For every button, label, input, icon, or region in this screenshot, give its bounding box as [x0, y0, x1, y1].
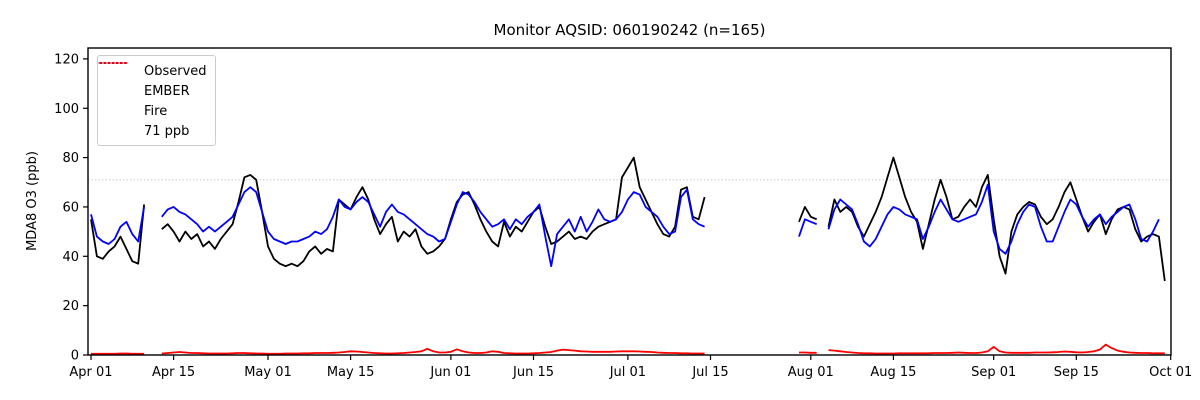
y-tick-label: 60	[62, 200, 79, 215]
x-tick-label: Jun 01	[429, 365, 471, 380]
y-tick-label: 120	[54, 52, 79, 67]
legend-line-sample	[98, 62, 135, 138]
x-tick-label: May 15	[327, 365, 375, 380]
x-tick-label: Apr 01	[69, 365, 112, 380]
series-observed-line	[90, 204, 145, 265]
legend-item-71-ppb: 71 ppb	[98, 62, 215, 141]
x-tick-label: Jul 01	[609, 365, 646, 380]
legend-line-sample	[98, 62, 135, 98]
x-tick-label: May 01	[244, 365, 292, 380]
legend-label: Observed	[144, 63, 207, 79]
x-tick-label: Jun 15	[512, 365, 554, 380]
y-tick-label: 80	[62, 151, 79, 166]
legend-item-fire: Fire	[98, 62, 215, 121]
series-fire-line	[161, 347, 705, 355]
y-tick-label: 40	[62, 250, 79, 265]
legend-label: 71 ppb	[144, 123, 190, 139]
legend-label: EMBER	[144, 83, 190, 99]
x-tick-label: Apr 15	[152, 365, 195, 380]
legend: Observed EMBER Fire 71 ppb	[97, 55, 216, 146]
series-observed-line	[161, 156, 706, 268]
y-tick-label: 100	[54, 102, 79, 117]
chart-title: Monitor AQSID: 060190242 (n=165)	[493, 21, 766, 39]
y-tick-label: 20	[62, 299, 79, 314]
legend-item-ember: EMBER	[98, 62, 215, 101]
series-observed-line	[798, 205, 818, 223]
legend-line-sample	[98, 62, 135, 118]
x-tick-label: Sep 01	[971, 365, 1016, 380]
series-fire-line	[828, 343, 1165, 355]
x-tick-label: Jul 15	[691, 365, 728, 380]
series-ember-line	[827, 183, 1160, 255]
series-ember-line	[161, 186, 705, 268]
x-tick-label: Sep 15	[1054, 365, 1099, 380]
series-ember-line	[90, 206, 145, 245]
x-tick-label: Aug 01	[788, 365, 834, 380]
series-ember-line	[798, 218, 818, 237]
y-tick-label: 0	[71, 349, 79, 364]
series-observed-line	[827, 156, 1166, 282]
x-tick-label: Oct 01	[1149, 365, 1192, 380]
x-tick-label: Aug 15	[870, 365, 916, 380]
legend-label: Fire	[144, 103, 168, 119]
axes-frame	[87, 47, 1172, 356]
